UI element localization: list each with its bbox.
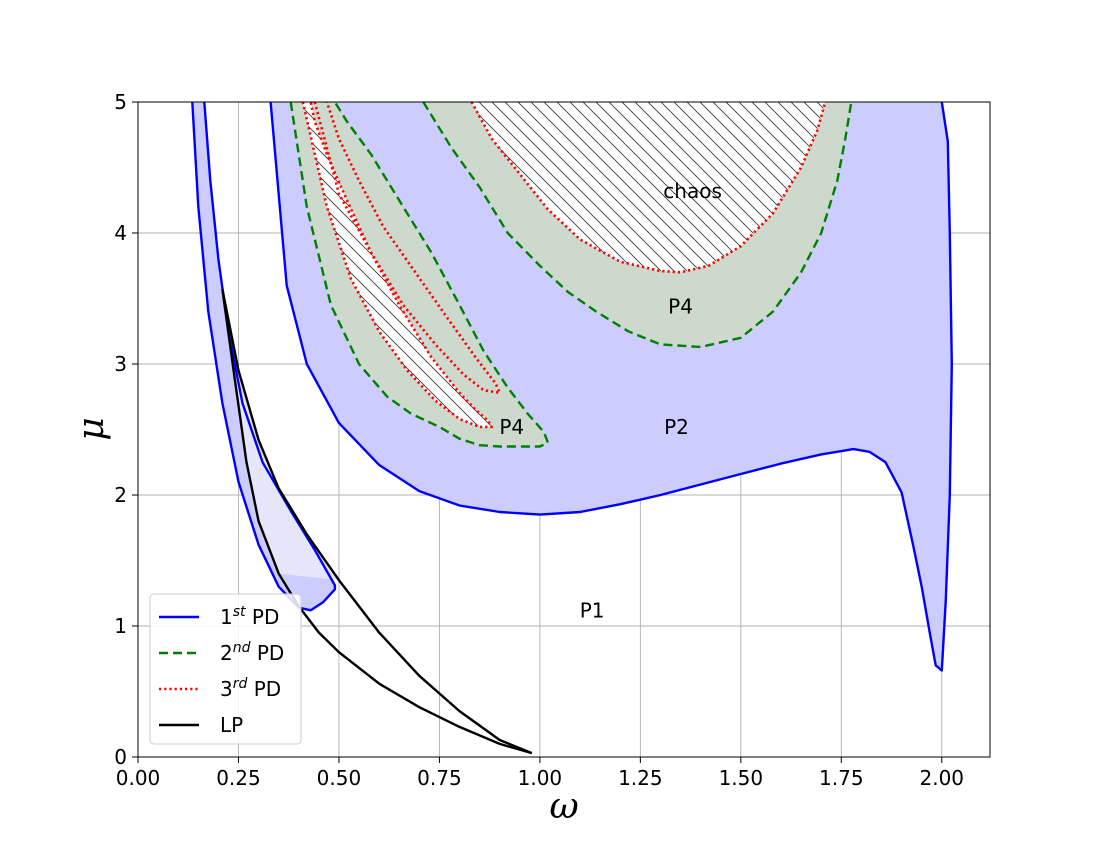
y-tick-label: 4 <box>114 221 127 245</box>
y-tick-label: 3 <box>114 352 127 376</box>
plot-frame <box>137 101 991 758</box>
x-axis-label: ω <box>549 786 578 827</box>
series-line-lp-lower <box>221 289 533 755</box>
x-tick-label: 1.50 <box>719 766 764 790</box>
series-line-pd3-inner <box>313 102 501 395</box>
region-label: P4 <box>668 294 693 318</box>
x-tick-label: 0.75 <box>417 766 462 790</box>
region-label: P2 <box>664 415 689 439</box>
x-tick-label: 1.75 <box>819 766 864 790</box>
x-tick-label: 1.25 <box>618 766 663 790</box>
y-tick-label: 2 <box>114 483 127 507</box>
legend-label: 3rd PD <box>220 676 281 701</box>
legend-label: 2nd PD <box>220 640 284 665</box>
y-tick-label: 1 <box>114 614 127 638</box>
series-line-pd1-main <box>269 102 953 672</box>
legend: 1st PD 2nd PD 3rd PD LP <box>149 593 302 745</box>
x-tick-label: 0.00 <box>116 766 161 790</box>
x-tick-label: 2.00 <box>920 766 965 790</box>
y-tick-label: 0 <box>114 745 127 769</box>
series-line-pd2-upper <box>422 102 853 349</box>
legend-label: LP <box>220 713 243 737</box>
series-lines <box>191 102 953 755</box>
chaos-upper-hatch <box>471 102 826 273</box>
region-fills <box>192 102 952 671</box>
series-line-pd2-lower <box>289 102 550 448</box>
legend-box <box>149 593 302 745</box>
region-label: P1 <box>580 598 605 622</box>
x-tick-label: 0.50 <box>317 766 362 790</box>
series-line-lp-upper <box>221 289 533 755</box>
legend-label: 1st PD <box>220 604 279 629</box>
lp-wedge-fill <box>222 289 339 581</box>
series-line-pd3-upper <box>470 102 827 274</box>
region-annotations: chaos P4 P2 P4 P1 <box>499 179 722 622</box>
y-tick-label: 5 <box>114 90 127 114</box>
p4-lower-region-fill <box>290 102 548 447</box>
region-label: chaos <box>663 179 722 203</box>
region-label: P4 <box>499 415 524 439</box>
x-tick-label: 0.25 <box>216 766 261 790</box>
axis-ticks: 0.00 0.25 0.50 0.75 1.00 1.25 1.50 1.75 2.00 0 1 2 3… <box>114 90 964 790</box>
x-tick-label: 1.00 <box>518 766 563 790</box>
series-line-pd3-lower <box>301 102 493 429</box>
y-axis-label: μ <box>71 417 112 440</box>
